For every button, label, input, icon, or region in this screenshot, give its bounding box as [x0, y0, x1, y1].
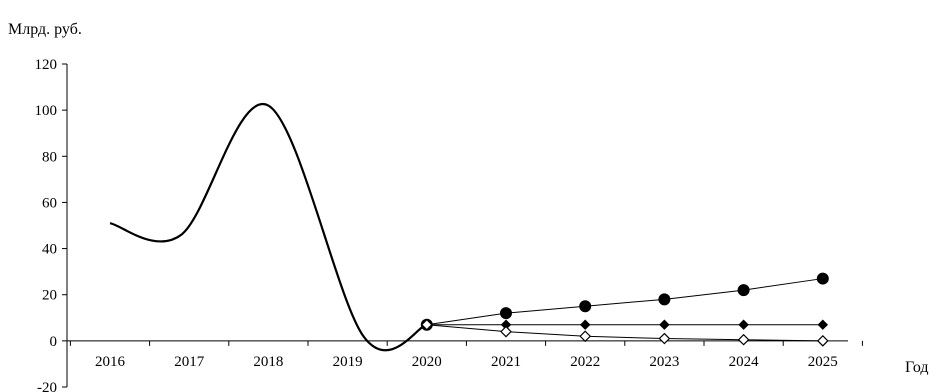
series-layer	[109, 102, 829, 352]
series-markers-3	[420, 318, 829, 347]
x-tick-label: 2024	[729, 354, 760, 370]
data-point-diamond	[579, 319, 591, 330]
y-tick-label: 20	[42, 288, 57, 304]
data-point-open-diamond	[816, 335, 829, 347]
y-tick-label: -20	[37, 380, 57, 392]
x-tick-label: 2023	[649, 354, 679, 370]
data-point-diamond	[817, 319, 829, 330]
x-tick-label: 2025	[808, 354, 838, 370]
y-axis-title: Млрд. руб.	[8, 21, 82, 38]
series-markers-1	[420, 272, 829, 331]
data-point-diamond	[659, 319, 670, 330]
x-tick-label: 2020	[412, 354, 442, 370]
data-point-circle	[737, 284, 750, 297]
series-line-3	[426, 324, 823, 342]
x-tick-label: 2021	[491, 354, 521, 370]
data-point-circle	[500, 307, 512, 320]
data-point-open-diamond	[658, 332, 671, 345]
y-tick-label: 40	[42, 242, 57, 258]
y-tick-label: 60	[42, 195, 57, 211]
x-tick-label: 2016	[95, 354, 126, 370]
y-tick-label: 80	[42, 149, 57, 165]
series-line-1	[426, 278, 823, 326]
data-point-circle	[658, 293, 671, 306]
x-tick-label: 2022	[570, 354, 600, 370]
y-tick-label: 0	[50, 334, 58, 350]
data-point-circle	[579, 300, 592, 313]
axes: -20 0 20 40 60 80 100 120 2016 2017 2018 2019 2020 20…	[35, 57, 863, 392]
data-point-open-diamond	[737, 333, 750, 346]
data-point-open-diamond	[500, 325, 512, 338]
x-tick-label: 2019	[333, 354, 363, 370]
x-tick-label: 2017	[174, 354, 205, 370]
x-tick-label: 2018	[253, 354, 283, 370]
series-line-historical	[109, 102, 428, 352]
x-axis-title: Год	[905, 359, 929, 376]
data-point-circle	[816, 272, 829, 285]
y-tick-label: 100	[35, 103, 58, 119]
y-tick-label: 120	[35, 57, 58, 73]
data-point-diamond	[738, 319, 749, 330]
data-point-open-diamond	[420, 318, 433, 331]
data-point-open-diamond	[579, 330, 592, 343]
